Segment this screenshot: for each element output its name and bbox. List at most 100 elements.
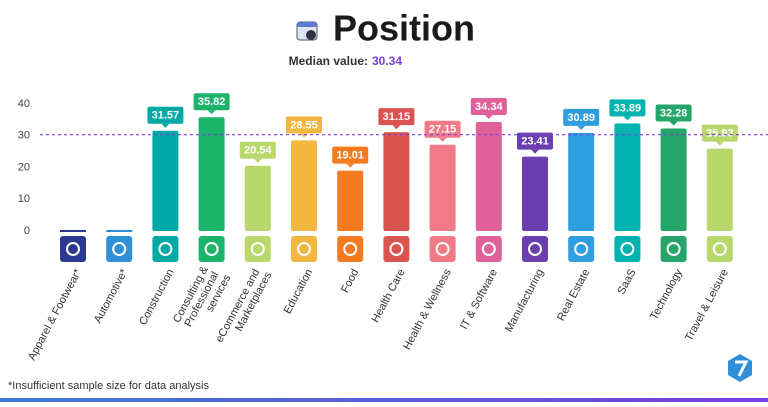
y-tick-label: 40 (18, 98, 30, 110)
empty-bar-stub (60, 230, 86, 232)
bar (337, 170, 364, 231)
category-icon-glyph (712, 242, 727, 256)
y-tick-label: 10 (18, 193, 30, 205)
value-label-box (378, 108, 415, 126)
value-label: 32.28 (660, 107, 688, 119)
value-label-pointer (484, 114, 493, 119)
category-icon-glyph (389, 242, 404, 256)
value-label: 31.57 (152, 110, 180, 122)
category-icon-glyph (158, 242, 173, 256)
x-tick-label: Technology (648, 267, 685, 322)
value-label-pointer (577, 125, 586, 130)
bar (291, 140, 317, 231)
bar (198, 117, 225, 231)
value-label: 33.89 (614, 102, 642, 114)
category-icon (522, 236, 548, 262)
x-tick-label: Automotive* (92, 267, 131, 326)
bar (706, 148, 733, 231)
value-label-pointer (392, 125, 401, 130)
bar (475, 121, 502, 231)
value-label-pointer (300, 133, 308, 138)
bar (244, 165, 271, 231)
value-label: 31.15 (383, 111, 411, 123)
value-label-pointer (161, 123, 170, 128)
category-icon-glyph (112, 242, 127, 256)
bar (522, 156, 548, 231)
x-tick-label: Health Care (369, 267, 407, 324)
value-label: 23.41 (521, 136, 549, 148)
value-label-pointer (438, 137, 447, 142)
value-label-box (147, 106, 184, 124)
bar (568, 132, 595, 231)
value-label-box (701, 124, 738, 142)
x-tick-label: Apparel & Footwear* (26, 267, 85, 363)
x-tick-label: Real Estate (555, 267, 592, 323)
category-icon-glyph (343, 242, 358, 256)
value-label-box (470, 97, 507, 115)
value-label-pointer (623, 116, 632, 121)
value-label: 28.55 (290, 119, 318, 131)
category-icon (660, 236, 687, 262)
bar (152, 130, 179, 231)
category-icon-glyph (66, 242, 80, 256)
median-label: Median value: (289, 54, 368, 68)
bottom-bar (0, 398, 768, 402)
x-tick-label: Manufacturing (503, 267, 546, 334)
category-icon-glyph (435, 242, 450, 256)
footnote: *Insufficient sample size for data analy… (8, 380, 209, 392)
category-icon (614, 236, 641, 262)
category-icon (429, 236, 456, 262)
logo (728, 354, 752, 382)
category-icon (198, 236, 225, 262)
value-label-pointer (531, 149, 539, 154)
value-label-box (239, 141, 276, 159)
y-tick-label: 0 (24, 225, 30, 237)
value-label-box (655, 104, 692, 122)
value-label-pointer (715, 141, 724, 146)
value-label: 35.82 (198, 96, 226, 108)
category-icon (706, 236, 733, 262)
value-label-box (517, 132, 553, 150)
x-tick-label: Health & Wellness (401, 267, 454, 352)
value-label: 30.89 (567, 112, 595, 124)
value-label-box (332, 146, 369, 164)
value-label: 25.93 (706, 128, 734, 140)
bar (383, 132, 410, 231)
category-icon (60, 236, 86, 262)
y-tick-label: 20 (18, 161, 30, 173)
category-icon-glyph (574, 242, 589, 256)
empty-bar-stub (106, 230, 133, 232)
value-label-box (563, 108, 600, 126)
category-icon (106, 236, 133, 262)
chart-title: Position (333, 8, 475, 49)
category-icon-glyph (620, 242, 635, 256)
category-icon (337, 236, 364, 262)
category-icon (291, 236, 317, 262)
category-icon-glyph (666, 242, 681, 256)
value-label-box (424, 120, 461, 138)
value-label: 19.01 (336, 150, 364, 162)
category-icon (568, 236, 595, 262)
category-icon-glyph (250, 242, 265, 256)
value-label-pointer (669, 121, 678, 126)
category-icon-glyph (481, 242, 496, 256)
category-icon-glyph (528, 242, 542, 256)
x-tick-label: Travel & Leisure (683, 267, 731, 343)
category-icon (152, 236, 179, 262)
category-icon-glyph (204, 242, 219, 256)
bar (660, 128, 687, 231)
category-icon (244, 236, 271, 262)
bar (429, 144, 456, 231)
value-label-pointer (207, 110, 216, 115)
median-value: 30.34 (372, 54, 402, 68)
category-icon (383, 236, 410, 262)
category-icon-glyph (297, 242, 311, 256)
x-tick-label: Food (339, 267, 361, 295)
x-tick-label: Education (282, 267, 316, 316)
value-label-box (286, 116, 322, 134)
value-label: 34.34 (475, 101, 503, 113)
x-tick-label: IT & Software (458, 267, 500, 331)
x-tick-label: SaaS (615, 267, 638, 296)
